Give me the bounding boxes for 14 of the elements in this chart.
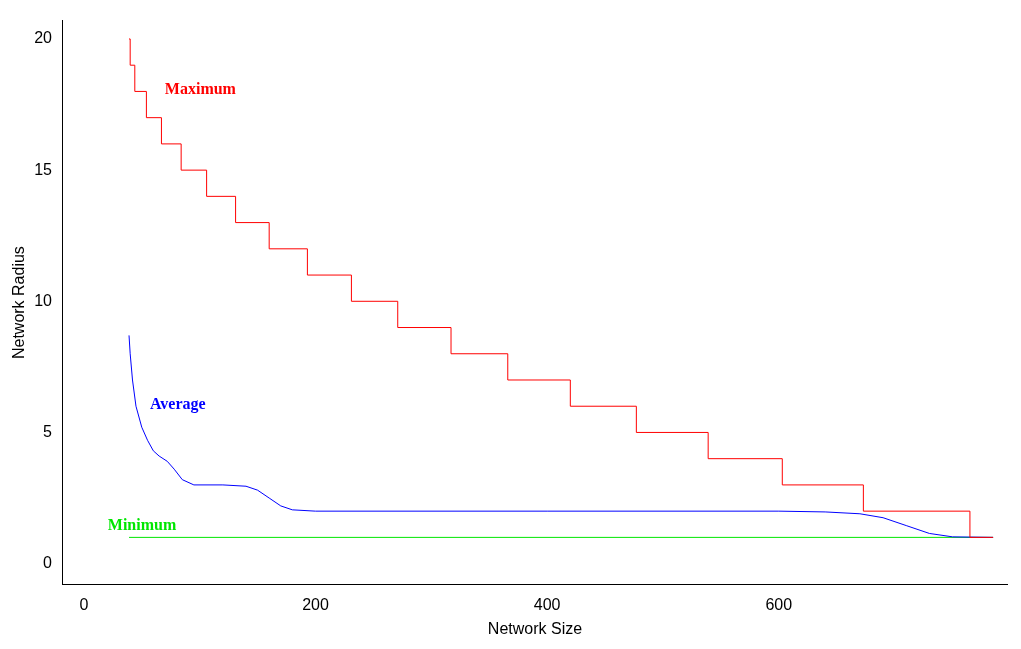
series-label: Average xyxy=(149,395,206,414)
x-tick-label: 400 xyxy=(533,595,561,613)
y-axis-title: Network Radius xyxy=(10,246,28,360)
x-tick-label: 200 xyxy=(302,595,329,613)
y-tick-label: 10 xyxy=(34,291,53,309)
y-tick-label: 20 xyxy=(34,29,53,47)
x-tick-label: 0 xyxy=(79,595,89,613)
x-axis-title: Network Size xyxy=(487,619,583,637)
y-tick-label: 5 xyxy=(43,422,53,440)
y-tick-label: 15 xyxy=(34,160,53,178)
series-label: Minimum xyxy=(107,515,177,533)
y-tick-label: 0 xyxy=(43,554,53,572)
x-tick-label: 600 xyxy=(765,595,793,613)
series-label: Maximum xyxy=(164,79,237,97)
